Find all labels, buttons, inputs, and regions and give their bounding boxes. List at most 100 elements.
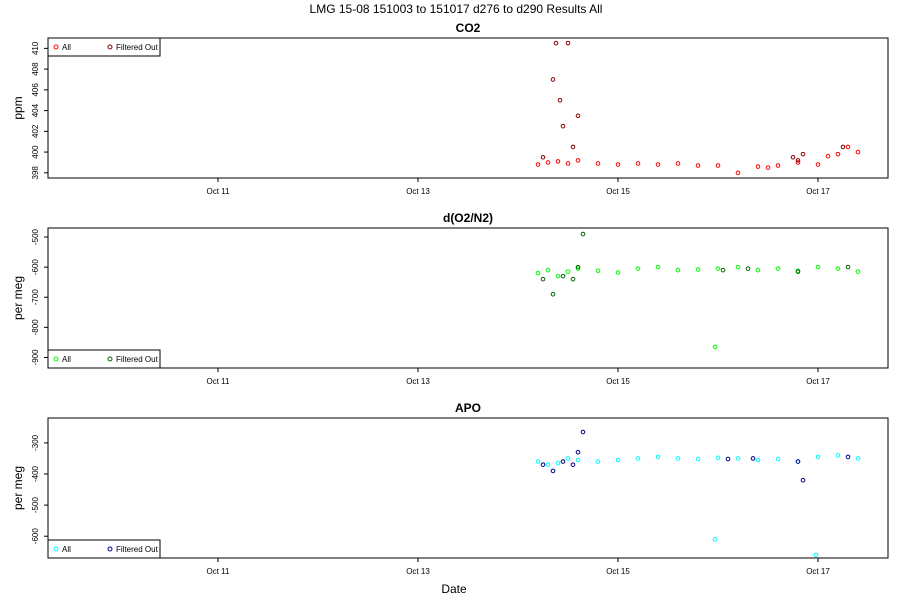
data-point (695, 267, 701, 272)
data-point (735, 264, 741, 270)
data-point (615, 162, 621, 167)
data-point (845, 144, 851, 150)
y-tick-label: -400 (31, 465, 40, 482)
data-point (695, 163, 701, 168)
data-point (712, 344, 718, 350)
data-point (855, 149, 861, 155)
x-tick-label: Oct 15 (606, 377, 630, 386)
legend-marker (107, 356, 113, 362)
data-point (795, 459, 801, 464)
y-tick-label: -600 (31, 528, 40, 545)
legend-marker (107, 44, 113, 50)
data-point (720, 267, 726, 273)
plot-frame (47, 37, 889, 179)
series-filtered-out (540, 429, 851, 483)
data-point (755, 164, 761, 169)
data-point (635, 266, 641, 271)
data-point (635, 456, 641, 461)
data-point (555, 159, 561, 164)
panel-2: d(O2/N2) per meg -900 -800 -700 -600 -500 Oct 1… (11, 211, 889, 386)
x-tick-label: Oct 17 (806, 377, 830, 386)
data-point (557, 97, 563, 103)
data-point (545, 160, 551, 165)
data-point (855, 269, 861, 274)
plot-frame (47, 417, 889, 559)
legend-label: Filtered Out (116, 355, 159, 364)
y-tick-label: -600 (31, 259, 40, 276)
data-point (540, 462, 546, 467)
x-tick-label: Oct 11 (207, 567, 231, 576)
data-point (675, 267, 681, 273)
x-tick-label: Oct 11 (207, 187, 231, 196)
plot-frame (47, 227, 889, 369)
series-all (535, 264, 861, 350)
data-point (795, 160, 801, 165)
legend-box (47, 539, 161, 559)
y-axis-label: per meg (11, 466, 25, 510)
legend-box (47, 349, 161, 369)
data-point (550, 291, 556, 297)
data-point (715, 266, 721, 271)
y-tick-label: 406 (31, 83, 40, 97)
series-all (535, 144, 861, 176)
data-point (775, 163, 781, 168)
data-point (655, 162, 661, 167)
data-point (570, 276, 576, 282)
data-point (840, 144, 846, 150)
data-point (570, 462, 576, 467)
data-point (575, 264, 581, 270)
legend-marker (53, 546, 59, 552)
data-point (750, 456, 756, 461)
data-point (735, 456, 741, 461)
x-tick-label: Oct 13 (406, 567, 430, 576)
data-point (535, 270, 541, 276)
data-point (580, 231, 586, 237)
data-point (550, 77, 556, 82)
data-point (545, 462, 551, 467)
panel-1: CO2 ppm 398 400 402 404 406 408 410 Oct 11 Oct 13 O… (11, 21, 889, 196)
y-tick-label: 404 (31, 103, 40, 117)
x-tick-label: Oct 13 (406, 187, 430, 196)
main-title: LMG 15-08 151003 to 151017 d276 to d290 … (310, 2, 603, 16)
data-point (815, 264, 821, 270)
data-point (575, 449, 581, 455)
data-point (855, 456, 861, 461)
x-tick-label: Oct 15 (606, 187, 630, 196)
x-tick-label: Oct 17 (806, 567, 830, 576)
data-point (715, 455, 721, 461)
data-point (595, 268, 601, 274)
data-point (580, 429, 586, 435)
legend: All Filtered Out (47, 539, 161, 559)
series-filtered-out (540, 231, 851, 297)
y-tick-label: -900 (31, 349, 40, 366)
y-tick-label: 400 (31, 145, 40, 159)
x-tick-label: Oct 15 (606, 567, 630, 576)
legend-label: Filtered Out (116, 545, 159, 554)
data-point (595, 161, 601, 166)
x-tick-label: Oct 13 (406, 377, 430, 386)
data-point (560, 123, 566, 129)
data-point (655, 454, 661, 460)
panel-title: APO (455, 401, 481, 415)
legend-label: All (62, 355, 71, 364)
legend-label: Filtered Out (116, 43, 159, 52)
data-point (615, 270, 621, 275)
data-point (565, 269, 571, 274)
data-point (755, 457, 761, 463)
data-point (565, 456, 571, 461)
data-point (565, 40, 571, 46)
data-point (553, 40, 559, 46)
y-axis-label: per meg (11, 276, 25, 320)
y-tick-label: -700 (31, 289, 40, 306)
data-point (595, 459, 601, 464)
y-tick-label: -300 (31, 434, 40, 451)
data-point (712, 537, 718, 542)
panel-title: CO2 (456, 21, 481, 35)
legend: All Filtered Out (47, 349, 161, 369)
data-point (715, 163, 721, 168)
legend-label: All (62, 43, 71, 52)
y-tick-label: 402 (31, 124, 40, 138)
data-point (545, 267, 551, 273)
data-point (795, 269, 801, 274)
